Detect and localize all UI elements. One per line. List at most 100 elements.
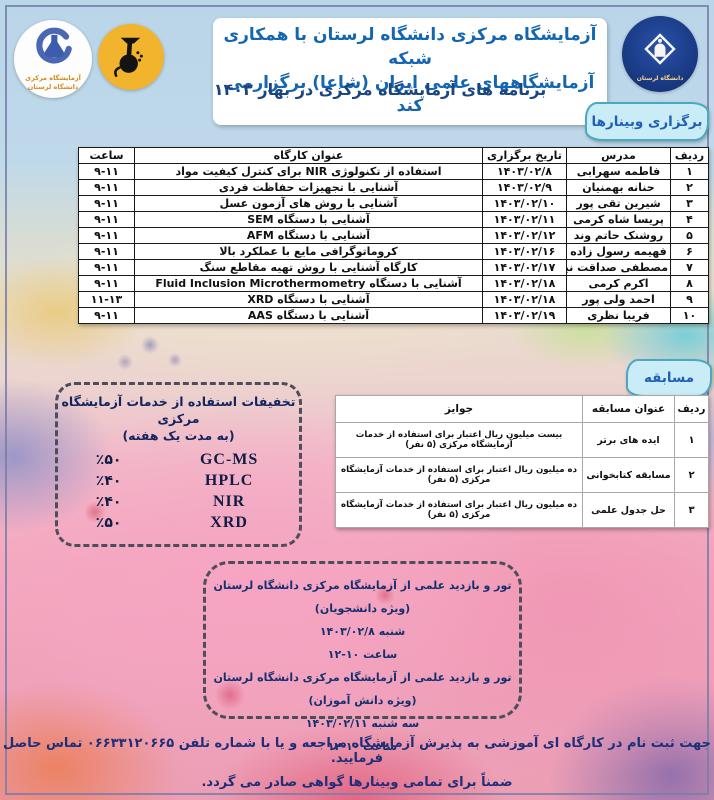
cell-instructor: مصطفی صداقت نیا [566,259,671,276]
title-box: آزمایشگاه مرکزی دانشگاه لرستان با همکاری… [213,18,607,126]
cell-instructor: فاطمه سهرابی [566,163,671,180]
cell-prize: ده میلیون ریال اعتبار برای استفاده از خد… [335,457,583,493]
cell-time: ۹-۱۱ [78,195,135,212]
cell-time: ۹-۱۱ [78,243,135,260]
lorestan-university-logo: دانشگاه لرستان [622,16,698,92]
cell-title: آشنایی با دستگاه AAS [134,307,483,324]
lorestan-emblem-icon [638,27,682,75]
competition-header-row: ردیف عنوان مسابقه جوایز [335,395,709,423]
discount-service: XRD [210,514,248,532]
cell-time: ۹-۱۱ [78,307,135,324]
cell-instructor: اکرم کرمی [566,275,671,292]
cell-date: ۱۴۰۳/۰۲/۱۹ [482,307,567,324]
table-row: ۲ حنانه بهمنیان ۱۴۰۳/۰۲/۹ آشنایی با تجهیزات… [78,179,709,196]
table-row: ۷ مصطفی صداقت نیا ۱۴۰۳/۰۲/۱۷ کارگاه آشنایی … [78,259,709,276]
cell-instructor: پریسا شاه کرمی [566,211,671,228]
footer-line-2: ضمناً برای تمامی وبینارها گواهی صادر می … [201,775,513,790]
column-header-row: ردیف [674,395,709,423]
cell-prize: بیست میلیون ریال اعتبار برای استفاده از … [335,422,583,458]
cell-row-number: ۹ [670,291,709,308]
discount-percent: ٪۴۰ [95,473,122,490]
discount-row: GC-MS ٪۵۰ [58,450,299,471]
cell-row-number: ۲ [670,179,709,196]
cell-row-number: ۳ [670,195,709,212]
column-header-instructor: مدرس [566,147,671,164]
cell-title: استفاده از تکنولوژی NIR برای کنترل کیفیت… [134,163,483,180]
table-row: ۳ شیرین تقی پور ۱۴۰۳/۰۲/۱۰ آشنایی با روش ها… [78,195,709,212]
cell-title: آشنایی با دستگاه SEM [134,211,483,228]
discount-service: HPLC [204,472,254,490]
cell-date: ۱۴۰۳/۰۲/۱۷ [482,259,567,276]
central-lab-logo: آزمایشگاه مرکزی دانشگاه لرستان [14,20,92,98]
cell-title: آشنایی با دستگاه Fluid Inclusion Microth… [134,275,483,292]
cell-row-number: ۴ [670,211,709,228]
webinars-header-row: ردیف مدرس تاریخ برگزاری عنوان کارگاه ساع… [78,147,709,164]
title-line-2: آزمایشگاههای علمی ایران (شاعا) برگزارمی … [225,72,595,117]
discount-percent: ٪۵۰ [95,452,122,469]
subtitle: برنامه های آزمایشگاه مرکزی در بهار ۱۴۰۳ [213,80,547,99]
discount-service: NIR [212,493,246,511]
table-row: ۱ ایده های برتر بیست میلیون ریال اعتبار بر… [335,422,709,458]
tour-date: سه شنبه ۱۴۰۳/۰۲/۱۱ [305,717,420,730]
cell-date: ۱۴۰۳/۰۲/۱۸ [482,275,567,292]
column-header-prizes: جوایز [335,395,583,423]
discounts-box: تخفیفات استفاده از خدمات آزمایشگاه مرکزی… [55,382,302,547]
discounts-title-line-2: (به مدت یک هفته) [122,427,235,443]
central-lab-logo-caption-2: دانشگاه لرستان [27,83,79,91]
cell-time: ۹-۱۱ [78,179,135,196]
cell-date: ۱۴۰۳/۰۲/۸ [482,163,567,180]
discount-row: XRD ٪۵۰ [58,513,299,534]
shaa-logo [98,24,164,90]
lorestan-logo-caption: دانشگاه لرستان [636,74,684,82]
cell-time: ۱۱-۱۳ [78,291,135,308]
cell-instructor: شیرین تقی پور [566,195,671,212]
cell-date: ۱۴۰۳/۰۲/۱۱ [482,211,567,228]
shaa-calligraphy-flask-icon [108,32,154,82]
cell-instructor: فریبا نظری [566,307,671,324]
discount-percent: ٪۴۰ [95,494,122,511]
table-row: ۴ پریسا شاه کرمی ۱۴۰۳/۰۲/۱۱ آشنایی با دستگا… [78,211,709,228]
discount-row: HPLC ٪۴۰ [58,471,299,492]
column-header-date: تاریخ برگزاری [482,147,567,164]
cell-row-number: ۷ [670,259,709,276]
tour-time: ساعت ۱۰-۱۲ [327,648,398,661]
cell-time: ۹-۱۱ [78,259,135,276]
tour-title: تور و بازدید علمی از آزمایشگاه مرکزی دان… [213,671,512,707]
cell-row-number: ۲ [674,457,709,493]
cell-instructor: فهیمه رسول زاده [566,243,671,260]
tours-box: تور و بازدید علمی از آزمایشگاه مرکزی دان… [203,561,522,753]
table-row: ۶ فهیمه رسول زاده ۱۴۰۳/۰۲/۱۶ کروماتوگرافی م… [78,243,709,260]
cell-title: آشنایی با روش های آزمون عسل [134,195,483,212]
cell-competition-title: مسابقه کتابخوانی [582,457,675,493]
cell-row-number: ۱ [674,422,709,458]
cell-row-number: ۶ [670,243,709,260]
cell-instructor: حنانه بهمنیان [566,179,671,196]
central-lab-logo-caption-1: آزمایشگاه مرکزی [25,73,81,82]
table-row: ۱۰ فریبا نظری ۱۴۰۳/۰۲/۱۹ آشنایی با دستگاه A… [78,307,709,324]
cell-date: ۱۴۰۳/۰۲/۹ [482,179,567,196]
discount-row: NIR ٪۴۰ [58,492,299,513]
flask-swirl-icon [32,27,74,73]
table-row: ۹ احمد ولی پور ۱۴۰۳/۰۲/۱۸ آشنایی با دستگاه … [78,291,709,308]
webinars-badge: برگزاری وبینارها [585,102,709,141]
cell-row-number: ۸ [670,275,709,292]
discount-service: GC-MS [199,451,259,469]
table-row: ۸ اکرم کرمی ۱۴۰۳/۰۲/۱۸ آشنایی با دستگاه Flu… [78,275,709,292]
tour-time: ساعت ۱۰-۱۲ [327,740,398,753]
table-row: ۳ حل جدول علمی ده میلیون ریال اعتبار برای … [335,492,709,528]
cell-row-number: ۱۰ [670,307,709,324]
cell-date: ۱۴۰۳/۰۲/۱۲ [482,227,567,244]
column-header-row: ردیف [670,147,709,164]
cell-competition-title: ایده های برتر [582,422,675,458]
title-line-1: آزمایشگاه مرکزی دانشگاه لرستان با همکاری… [223,25,597,69]
footer-line-1: جهت ثبت نام در کارگاه ای آموزشی به پذیرش… [0,736,714,766]
tour-title: تور و بازدید علمی از آزمایشگاه مرکزی دان… [213,579,512,615]
table-row: ۱ فاطمه سهرابی ۱۴۰۳/۰۲/۸ استفاده از تکنولوژ… [78,163,709,180]
column-header-time: ساعت [78,147,135,164]
cell-row-number: ۱ [670,163,709,180]
cell-time: ۹-۱۱ [78,227,135,244]
tour-date: شنبه ۱۴۰۳/۰۲/۸ [319,625,406,638]
table-row: ۲ مسابقه کتابخوانی ده میلیون ریال اعتبار ب… [335,457,709,493]
discount-percent: ٪۵۰ [95,515,122,532]
